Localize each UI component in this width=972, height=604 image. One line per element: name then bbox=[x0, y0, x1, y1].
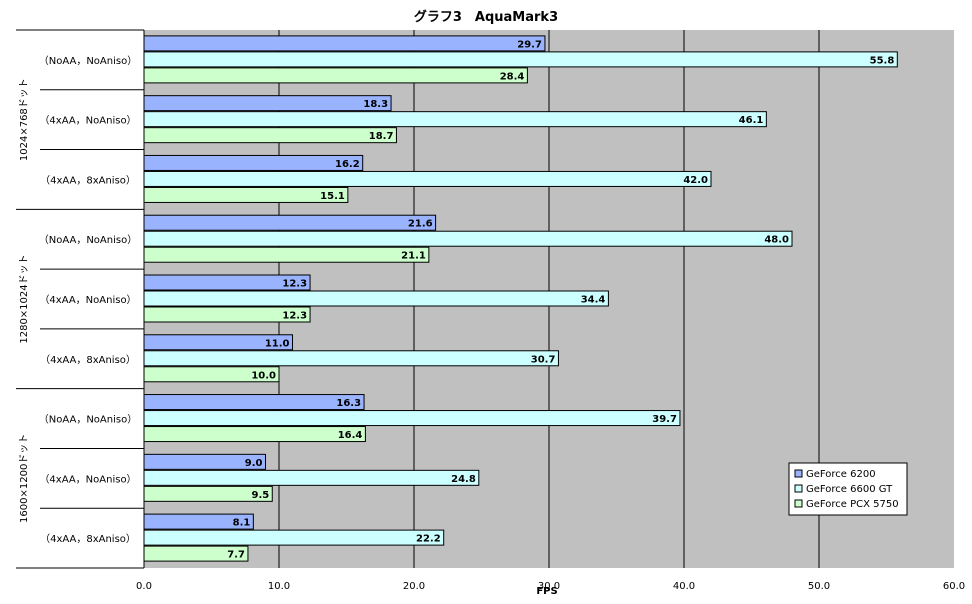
legend-swatch bbox=[794, 484, 803, 493]
x-tick-label: 10.0 bbox=[268, 581, 290, 592]
bar bbox=[143, 67, 528, 84]
data-label: 48.0 bbox=[764, 235, 789, 246]
category-label: （NoAA，NoAniso） bbox=[39, 414, 137, 426]
bar bbox=[143, 410, 681, 427]
data-label: 55.8 bbox=[870, 55, 895, 66]
bar bbox=[143, 127, 397, 144]
data-label: 18.7 bbox=[369, 131, 394, 142]
data-label: 16.3 bbox=[336, 398, 361, 409]
data-label: 22.2 bbox=[416, 534, 441, 545]
category-label: （4xAA，8xAniso） bbox=[40, 354, 136, 366]
legend-swatch bbox=[794, 469, 803, 478]
data-label: 21.6 bbox=[408, 219, 433, 230]
data-label: 9.5 bbox=[252, 490, 270, 501]
bar bbox=[143, 290, 609, 307]
data-label: 18.3 bbox=[363, 99, 388, 110]
category-label: （4xAA，NoAniso） bbox=[39, 115, 136, 127]
data-label: 15.1 bbox=[320, 191, 345, 202]
bar bbox=[143, 394, 365, 411]
bar bbox=[143, 111, 767, 128]
category-label: （4xAA，NoAniso） bbox=[39, 473, 136, 485]
group-label: 1600×1200ドット bbox=[19, 434, 30, 523]
legend: GeForce 6200 GeForce 6600 GT GeForce PCX 5… bbox=[788, 462, 908, 516]
chart-title: グラフ3 AquaMark3 bbox=[414, 9, 558, 25]
category-label: （NoAA，NoAniso） bbox=[39, 234, 137, 246]
bars bbox=[143, 35, 898, 562]
data-label: 30.7 bbox=[531, 354, 556, 365]
bar bbox=[143, 95, 392, 112]
category-label: （NoAA，NoAniso） bbox=[39, 55, 137, 67]
bar bbox=[143, 51, 898, 68]
data-label: 9.0 bbox=[245, 458, 263, 469]
data-label: 28.4 bbox=[500, 71, 525, 82]
x-tick-label: 30.0 bbox=[538, 581, 560, 592]
data-label: 34.4 bbox=[581, 295, 606, 306]
category-axis: （NoAA，NoAniso） （4xAA，NoAniso） （4xAA，8xAnis… bbox=[16, 29, 145, 569]
x-axis-label: FPS bbox=[536, 586, 557, 597]
bar bbox=[143, 154, 364, 171]
bar bbox=[143, 529, 445, 546]
data-label: 21.1 bbox=[401, 251, 426, 262]
data-label: 16.4 bbox=[338, 430, 363, 441]
legend-box bbox=[788, 462, 908, 516]
bar bbox=[143, 170, 712, 187]
legend-entry: GeForce PCX 5750 bbox=[806, 499, 899, 510]
data-labels: 29.7 55.8 28.4 18.3 46.1 18.7 16.2 42.0 15.1 21.6… bbox=[227, 39, 894, 560]
x-tick-label: 20.0 bbox=[403, 581, 425, 592]
data-label: 10.0 bbox=[251, 370, 276, 381]
x-tick-label: 50.0 bbox=[808, 581, 830, 592]
category-label: （4xAA，NoAniso） bbox=[39, 294, 136, 306]
category-label: （4xAA，8xAniso） bbox=[40, 174, 136, 186]
bar bbox=[143, 35, 546, 52]
x-tick-label: 60.0 bbox=[943, 581, 965, 592]
data-label: 8.1 bbox=[233, 518, 251, 529]
bar bbox=[143, 186, 349, 203]
bar bbox=[143, 350, 559, 367]
data-label: 46.1 bbox=[739, 115, 764, 126]
x-tick-label: 0.0 bbox=[136, 581, 152, 592]
group-label: 1024×768ドット bbox=[19, 78, 30, 161]
bar bbox=[143, 469, 480, 486]
group-label: 1280×1024ドット bbox=[19, 254, 30, 343]
legend-swatch bbox=[794, 499, 803, 508]
data-label: 12.3 bbox=[282, 311, 307, 322]
bar bbox=[143, 426, 366, 443]
data-label: 29.7 bbox=[517, 39, 542, 50]
category-label: （4xAA，8xAniso） bbox=[40, 533, 136, 545]
data-label: 42.0 bbox=[683, 175, 708, 186]
data-label: 24.8 bbox=[451, 474, 476, 485]
legend-entry: GeForce 6200 bbox=[806, 469, 876, 480]
data-label: 11.0 bbox=[265, 338, 290, 349]
bar bbox=[143, 214, 437, 231]
value-axis: 0.0 10.0 20.0 30.0 40.0 50.0 60.0 bbox=[136, 581, 965, 592]
legend-entry: GeForce 6600 GT bbox=[806, 484, 893, 495]
bar bbox=[143, 246, 430, 263]
x-tick-label: 40.0 bbox=[673, 581, 695, 592]
bar bbox=[143, 230, 793, 247]
data-label: 39.7 bbox=[652, 414, 677, 425]
data-label: 7.7 bbox=[227, 550, 245, 561]
data-label: 12.3 bbox=[282, 279, 307, 290]
data-label: 16.2 bbox=[335, 159, 360, 170]
